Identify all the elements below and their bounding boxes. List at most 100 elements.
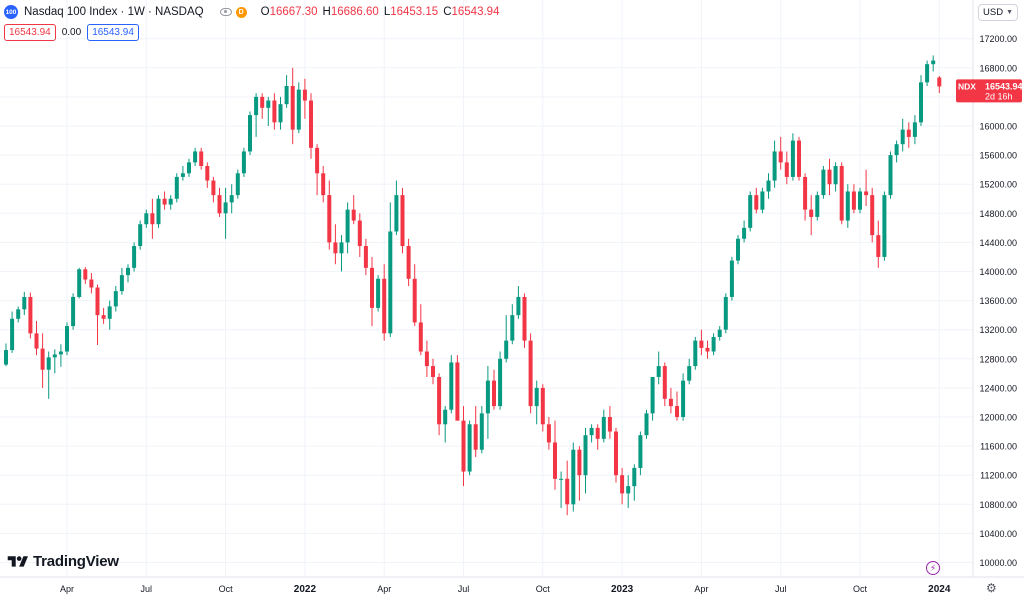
candle: [10, 311, 15, 353]
candle: [290, 67, 295, 145]
price-tick-label: 12400.00: [979, 383, 1017, 393]
candle-body: [412, 278, 417, 323]
candle-body: [607, 417, 612, 432]
candle: [937, 76, 942, 94]
candle: [888, 151, 893, 199]
candle-body: [589, 427, 594, 436]
candle: [193, 147, 198, 167]
candle: [449, 355, 454, 414]
candle: [504, 315, 509, 363]
candle: [345, 202, 350, 254]
candle-body: [583, 435, 588, 476]
eye-icon[interactable]: [219, 8, 232, 16]
candle-body: [363, 246, 368, 268]
candle-body: [455, 362, 460, 421]
price-tag-price: 16543.94: [985, 81, 1023, 91]
price-tick-label: 11600.00: [980, 442, 1017, 452]
candle: [382, 264, 387, 341]
candle: [211, 176, 216, 203]
time-tick-label: Oct: [853, 584, 868, 594]
candle: [58, 344, 63, 367]
candle-body: [4, 350, 8, 365]
candle: [315, 144, 320, 196]
candle-body: [546, 424, 551, 443]
candle: [28, 292, 33, 339]
price-tick-label: 16800.00: [979, 63, 1017, 73]
candle-body: [815, 195, 820, 217]
candle: [766, 173, 771, 199]
buy-price-box[interactable]: 16543.94: [87, 24, 139, 41]
candle-body: [906, 129, 911, 137]
candle: [132, 242, 137, 272]
candle: [229, 184, 234, 214]
candle-body: [723, 296, 728, 330]
close-label: C: [443, 6, 452, 18]
delayed-data-badge[interactable]: D: [235, 6, 247, 18]
candle: [668, 387, 673, 414]
candle: [327, 180, 332, 250]
candle: [589, 424, 594, 443]
high-label: H: [322, 6, 331, 18]
symbol-title[interactable]: Nasdaq 100 Index · 1W · NASDAQ: [24, 6, 204, 18]
candle-body: [113, 291, 118, 307]
lightning-icon[interactable]: ⚡: [926, 561, 940, 575]
time-tick-label: Oct: [219, 584, 234, 594]
price-tag-background: [956, 79, 1022, 103]
candle-body: [180, 173, 185, 177]
candle-body: [614, 431, 618, 476]
candle-body: [199, 151, 204, 167]
gear-icon[interactable]: ⚙: [986, 581, 997, 595]
candle-body: [778, 151, 783, 163]
candle-body: [58, 351, 63, 355]
candle-body: [83, 269, 88, 280]
candle: [461, 406, 466, 487]
candle-body: [22, 296, 27, 310]
candle: [339, 235, 344, 272]
candle-body: [742, 227, 747, 239]
price-tick-label: 13600.00: [979, 296, 1017, 306]
candle-body: [748, 195, 753, 228]
candle: [309, 93, 313, 159]
candle-body: [681, 380, 686, 417]
tradingview-logo[interactable]: TradingView: [7, 553, 119, 570]
candle: [553, 420, 557, 490]
grid-lines: [0, 0, 973, 577]
candle-body: [437, 376, 442, 425]
candle: [827, 158, 832, 196]
candle: [577, 446, 582, 501]
currency-selector[interactable]: USD ▼: [978, 4, 1018, 21]
candle: [534, 380, 539, 425]
candle-body: [717, 329, 722, 337]
candle: [357, 213, 362, 257]
candle: [217, 187, 222, 217]
candle: [925, 60, 930, 86]
candle-body: [882, 195, 887, 257]
candle: [772, 140, 777, 188]
candle-body: [937, 77, 942, 87]
time-tick-label: 2023: [611, 584, 634, 595]
candle: [821, 166, 826, 199]
candle-body: [71, 296, 76, 327]
candle-body: [28, 296, 33, 334]
candle-body: [40, 348, 45, 370]
candle: [333, 224, 338, 265]
sell-price-box[interactable]: 16543.94: [4, 24, 56, 41]
candle-body: [687, 366, 692, 381]
candle: [662, 362, 667, 407]
candle-body: [345, 209, 350, 243]
candle: [65, 322, 69, 356]
candle: [638, 431, 643, 476]
candle-body: [52, 354, 57, 358]
candle-body: [510, 315, 515, 341]
high-value: 16686.60: [330, 6, 379, 18]
price-tick-label: 11200.00: [980, 471, 1017, 481]
candle: [644, 409, 649, 439]
candle-body: [479, 413, 484, 450]
candle-body: [729, 260, 734, 297]
candle-body: [260, 96, 265, 108]
symbol-logo-badge[interactable]: 100: [4, 5, 18, 19]
candle-body: [876, 235, 881, 257]
candle: [723, 293, 728, 334]
